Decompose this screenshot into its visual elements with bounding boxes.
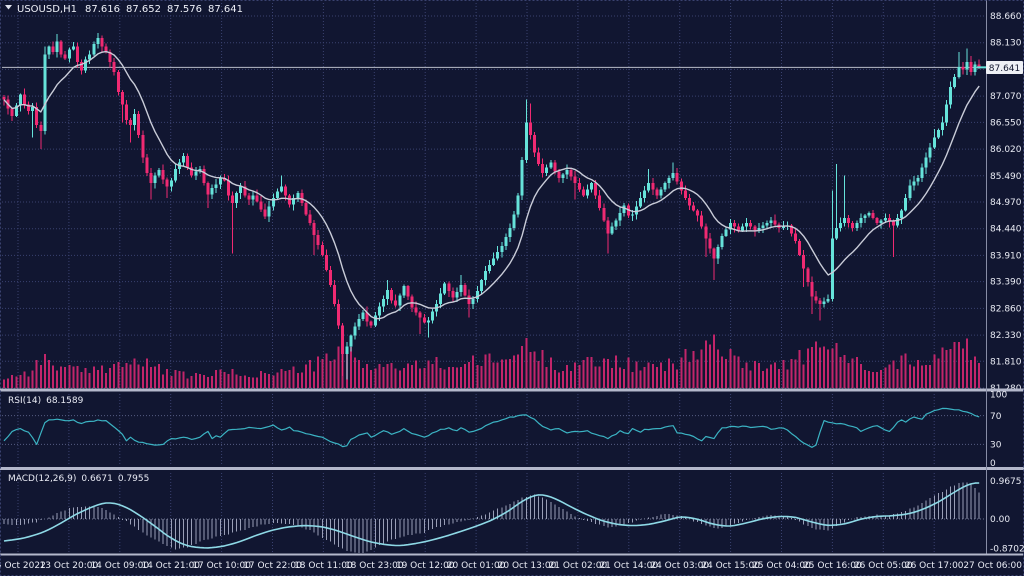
ohlc-close: 87.641 (208, 4, 243, 15)
time-tick-label: 24 Oct 03:00 (650, 561, 709, 571)
symbol-period-label: USOUSD,H1 (17, 4, 77, 15)
price-tick-label: 86.020 (990, 145, 1022, 155)
time-tick-label: 17 Oct 22:00 (243, 561, 302, 571)
time-tick-label: 20 Oct 01:00 (447, 561, 506, 571)
macd-scale-min: -0.8702 (990, 545, 1024, 555)
price-tick-label: 83.390 (990, 278, 1022, 288)
macd-indicator-label: MACD(12,26,9) 0.6671 0.7955 (8, 474, 149, 484)
current-price-tag: 87.641 (986, 61, 1023, 74)
time-tick-label: 27 Oct 06:00 (963, 561, 1022, 571)
time-tick-label: 19 Oct 12:00 (396, 561, 455, 571)
ohlc-high: 87.652 (126, 4, 161, 15)
time-tick-label: 20 Oct 13:00 (498, 561, 557, 571)
time-tick-label: 14 Oct 09:00 (90, 561, 149, 571)
separator-macd-timeaxis (0, 553, 1024, 556)
chart-title: USOUSD,H1 87.616 87.652 87.576 87.641 (17, 4, 243, 15)
macd-name: MACD(12,26,9) (8, 474, 76, 484)
ohlc-low: 87.576 (167, 4, 202, 15)
macd-scale-max: 0.9675 (990, 477, 1022, 487)
macd-scale-zero: 0.00 (990, 515, 1010, 525)
rsi-value: 68.1589 (46, 396, 83, 406)
price-tick-label: 85.490 (990, 172, 1022, 182)
time-tick-label: 14 Oct 21:00 (141, 561, 200, 571)
price-tick-label: 88.660 (990, 12, 1022, 22)
moving-average-line (3, 50, 980, 320)
rsi-level-100: 100 (990, 391, 1007, 401)
rsi-name: RSI(14) (8, 396, 41, 406)
time-tick-label: 21 Oct 14:00 (599, 561, 658, 571)
separator-main-rsi[interactable] (0, 388, 1024, 392)
current-price-value: 87.641 (989, 64, 1021, 74)
rsi-indicator-label: RSI(14) 68.1589 (8, 396, 84, 406)
price-tick-label: 84.440 (990, 225, 1022, 235)
time-tick-label: 25 Oct 04:00 (752, 561, 811, 571)
time-tick-label: 24 Oct 15:00 (701, 561, 760, 571)
rsi-line (3, 407, 980, 448)
time-tick-label: 26 Oct 05:00 (854, 561, 913, 571)
time-tick-label: 21 Oct 02:00 (549, 561, 608, 571)
rsi-level-30: 30 (990, 441, 1002, 451)
price-tick-label: 87.070 (990, 92, 1022, 102)
macd-signal-line (3, 482, 980, 549)
time-tick-label: 17 Oct 10:00 (192, 561, 251, 571)
price-tick-label: 81.810 (990, 357, 1022, 367)
price-tick-label: 88.130 (990, 39, 1022, 49)
separator-rsi-macd[interactable] (0, 467, 1024, 470)
price-tick-label: 82.860 (990, 304, 1022, 314)
price-tick-label: 84.970 (990, 198, 1022, 208)
macd-main-value: 0.6671 (81, 474, 113, 484)
symbol-dropdown-icon[interactable] (5, 5, 12, 10)
time-tick-label: 13 Oct 2022 (0, 561, 46, 571)
price-tick-label: 86.550 (990, 118, 1022, 128)
time-tick-label: 13 Oct 20:00 (40, 561, 99, 571)
chart-generated-layers: 88.66088.13087.60087.07086.55086.02085.4… (0, 3, 1022, 571)
time-tick-label: 18 Oct 11:00 (294, 561, 353, 571)
ohlc-open: 87.616 (85, 4, 120, 15)
price-tick-label: 82.330 (990, 331, 1022, 341)
chart-header: USOUSD,H1 87.616 87.652 87.576 87.641 (5, 4, 243, 15)
macd-signal-value: 0.7955 (118, 474, 150, 484)
time-tick-label: 26 Oct 17:00 (905, 561, 964, 571)
candlestick-series (2, 32, 981, 380)
volume-series (3, 334, 981, 388)
rsi-level-70: 70 (990, 412, 1002, 422)
price-tick-label: 83.910 (990, 251, 1022, 261)
time-tick-label: 25 Oct 16:00 (803, 561, 862, 571)
time-tick-label: 18 Oct 23:00 (345, 561, 404, 571)
rsi-level-0: 0 (990, 459, 996, 469)
